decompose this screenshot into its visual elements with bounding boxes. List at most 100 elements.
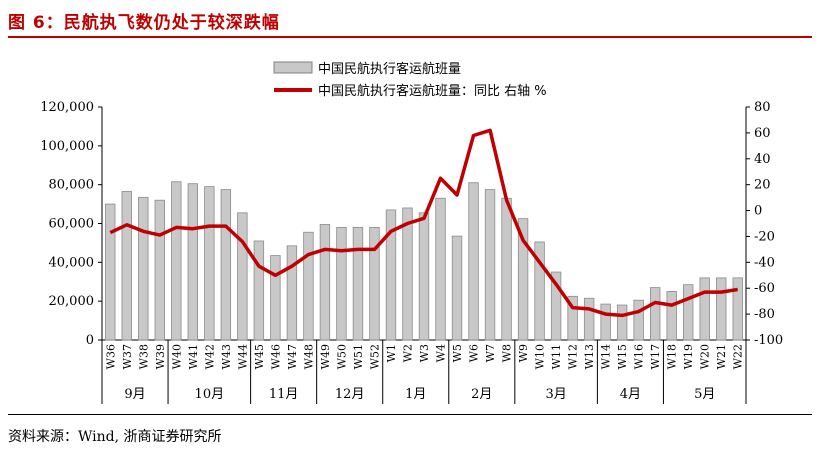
source-note: 资料来源：Wind, 浙商证券研究所 (8, 429, 222, 445)
y-right-tick-label: 40 (754, 152, 771, 167)
bar (732, 277, 743, 341)
month-label: 3月 (545, 387, 566, 402)
y-left-tick-label: 100,000 (40, 139, 94, 154)
month-label: 2月 (471, 387, 492, 402)
bottom-rule (8, 414, 812, 415)
x-axis: W36 W37 W38 W39 W40 W41 W42 W43 W44 W45 W46 W47 W48 W… (101, 340, 747, 404)
bar (336, 226, 347, 341)
x-tick-label: W12 (567, 344, 580, 369)
bar (468, 182, 479, 341)
x-tick-label: W50 (335, 344, 348, 369)
bar (154, 199, 165, 341)
x-tick-label: W48 (302, 344, 315, 369)
bar-series (105, 181, 743, 341)
bar (369, 226, 380, 341)
x-tick-label: W3 (418, 344, 431, 362)
x-tick-label: W40 (170, 344, 183, 369)
x-tick-label: W18 (666, 344, 679, 369)
x-tick-label: W41 (187, 344, 200, 369)
y-left-tick-label: 0 (86, 333, 94, 348)
x-tick-label: W15 (616, 344, 629, 369)
bar (319, 224, 331, 341)
x-tick-label: W19 (682, 344, 695, 369)
legend-line-label: 中国民航执行客运航班量：同比 右轴 % (318, 83, 547, 99)
bar (270, 255, 281, 341)
bar (237, 212, 248, 341)
bar (501, 197, 512, 341)
yoy-line (109, 128, 738, 318)
bar (699, 277, 710, 341)
line-series (109, 128, 738, 318)
x-tick-label: W5 (451, 344, 464, 362)
x-tick-label: W51 (352, 344, 365, 369)
bar (451, 235, 463, 341)
bar (253, 240, 265, 341)
y-left-tick-label: 120,000 (40, 100, 94, 115)
bar (484, 189, 496, 341)
bar (435, 197, 446, 341)
y-right-tick-label: 0 (754, 204, 762, 219)
month-label: 11月 (269, 387, 299, 402)
bar (220, 189, 232, 341)
x-tick-label: W49 (319, 344, 332, 369)
bar (517, 218, 529, 341)
y-right-tick-label: -60 (754, 281, 775, 296)
bar (683, 284, 694, 341)
y-left-tick-label: 60,000 (49, 217, 95, 232)
bar (583, 297, 595, 341)
bar (204, 186, 215, 341)
bar (286, 245, 298, 341)
month-label: 12月 (335, 387, 365, 402)
y-right-tick-label: -40 (754, 255, 775, 270)
y-left-tick-label: 20,000 (49, 294, 95, 309)
bar (649, 287, 661, 341)
bar (600, 303, 611, 341)
x-tick-label: W46 (269, 344, 282, 369)
x-tick-label: W10 (534, 344, 547, 369)
legend: 中国民航执行客运航班量 中国民航执行客运航班量：同比 右轴 % (273, 61, 547, 99)
month-label: 9月 (124, 387, 145, 402)
y-right-tick-label: -20 (754, 229, 775, 244)
bar (402, 207, 413, 341)
y-left-tick-label: 80,000 (49, 178, 95, 193)
bar (187, 183, 199, 341)
x-tick-label: W6 (468, 344, 481, 362)
bar (567, 295, 578, 341)
bar (105, 203, 116, 341)
x-tick-label: W9 (517, 344, 530, 362)
x-tick-label: W4 (435, 344, 448, 362)
month-label: 10月 (195, 387, 225, 402)
x-tick-label: W11 (550, 344, 563, 369)
x-tick-label: W17 (649, 344, 662, 369)
month-label: 4月 (620, 387, 641, 402)
legend-bar-label: 中国民航执行客运航班量 (318, 61, 461, 77)
y-right-tick-label: -80 (754, 307, 775, 322)
x-tick-label: W8 (501, 344, 514, 362)
x-tick-label: W21 (715, 344, 728, 369)
bar (666, 291, 677, 341)
x-tick-label: W14 (600, 344, 613, 369)
bar (534, 241, 545, 341)
x-tick-label: W47 (286, 344, 299, 369)
x-tick-label: W45 (253, 344, 266, 369)
month-label: 1月 (405, 387, 426, 402)
y-right-tick-label: 60 (754, 126, 771, 141)
title-rule (8, 36, 812, 38)
x-tick-label: W43 (220, 344, 233, 369)
bar (716, 277, 727, 341)
x-tick-label: W39 (154, 344, 167, 369)
x-tick-label: W42 (203, 344, 216, 369)
month-label: 5月 (694, 387, 715, 402)
y-right-tick-label: 80 (754, 100, 771, 115)
x-tick-label: W7 (484, 344, 497, 362)
x-tick-label: W22 (732, 344, 745, 369)
legend-bar-swatch (273, 61, 313, 74)
bar (121, 191, 132, 341)
x-tick-label: W44 (236, 344, 249, 369)
bar (303, 231, 314, 341)
x-tick-label: W36 (104, 344, 117, 369)
bar (550, 271, 562, 341)
bar (418, 212, 430, 341)
x-tick-label: W2 (401, 344, 414, 362)
